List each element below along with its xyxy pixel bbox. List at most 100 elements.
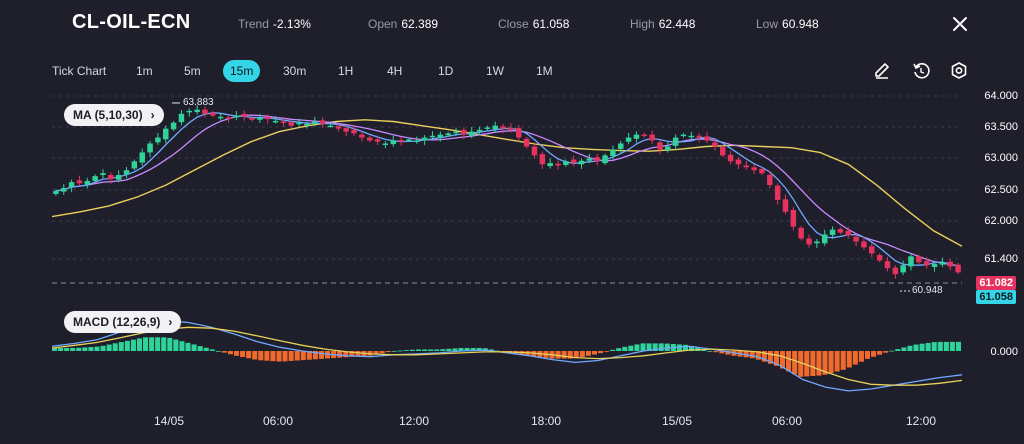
macd-bar [191, 344, 197, 351]
candle-body [500, 126, 506, 129]
macd-bar [846, 351, 852, 368]
candle-body [876, 255, 883, 261]
macd-bar [858, 351, 864, 362]
macd-bar [288, 351, 294, 361]
timeframe-1m[interactable]: 1m [136, 64, 153, 78]
candle-body [916, 256, 922, 263]
macd-bar [464, 347, 470, 351]
candle-body [845, 230, 851, 236]
candle-body [461, 129, 467, 135]
candle-body [555, 163, 561, 166]
close-icon[interactable] [948, 12, 972, 36]
macd-bar [780, 351, 786, 369]
macd-bar [567, 351, 573, 359]
candle-body [453, 131, 459, 134]
candle-body [900, 265, 906, 273]
macd-bar [828, 351, 834, 374]
timeframe-4h[interactable]: 4H [387, 64, 403, 78]
macd-bar [76, 347, 82, 351]
macd-bar [689, 346, 695, 351]
timeframe-1mo[interactable]: 1M [536, 64, 553, 78]
time-tick-1405: 14/05 [154, 414, 185, 428]
macd-bar [864, 351, 870, 359]
tick-chart-button[interactable]: Tick Chart [52, 64, 107, 78]
candle-body [108, 174, 114, 180]
timeframe-1d[interactable]: 1D [438, 64, 454, 78]
macd-bar [428, 349, 434, 351]
macd-bar [682, 344, 688, 351]
timeframe-15m[interactable]: 15m [223, 60, 261, 82]
ma-label: MA [73, 108, 92, 122]
macd-bar [130, 339, 136, 351]
macd-bar [355, 351, 361, 357]
macd-bar [773, 351, 779, 366]
macd-bar [403, 350, 409, 351]
macd-bar [391, 350, 397, 352]
macd-bar [901, 347, 907, 351]
macd-bar [136, 338, 142, 351]
candle-body [955, 264, 961, 273]
candle-body [147, 143, 153, 153]
candle-body [767, 174, 773, 186]
candle-body [751, 167, 757, 171]
candle-body [884, 261, 891, 269]
macd-bar [373, 351, 379, 355]
macd-bar [124, 340, 130, 351]
macd-bar [167, 337, 173, 351]
candle-body [508, 128, 514, 130]
candle-body [178, 113, 185, 123]
ma-params: (5,10,30) [94, 108, 143, 122]
macd-bar [227, 351, 233, 355]
macd-bar [82, 347, 88, 351]
ma-indicator-pill[interactable]: MA (5,10,30) › [64, 104, 164, 126]
replay-icon[interactable] [910, 60, 932, 82]
macd-bar [337, 351, 343, 358]
macd-bar [719, 351, 725, 354]
candle-body [202, 109, 208, 114]
macd-bar [179, 341, 185, 351]
close-label: Close [498, 17, 529, 31]
macd-bar [173, 339, 179, 351]
macd-bar [52, 347, 58, 351]
pencil-icon[interactable] [871, 60, 893, 82]
timeframe-30m[interactable]: 30m [283, 64, 307, 78]
candle-body [429, 135, 436, 138]
macd-bar [258, 351, 264, 361]
candle-body [163, 128, 169, 140]
candle-body [194, 109, 200, 113]
price-tick-64000: 64.000 [984, 90, 1018, 102]
macd-bar [822, 351, 828, 375]
macd-bar [397, 350, 403, 352]
candle-body [602, 155, 608, 164]
candle-body [335, 126, 342, 129]
close-value: 61.058 [532, 17, 570, 31]
candle-body [210, 112, 216, 116]
ma10-line [55, 114, 959, 267]
candle-body [68, 182, 75, 188]
candle-body [719, 147, 726, 156]
macd-bar [409, 349, 415, 351]
time-tick-0600-a: 06:00 [263, 414, 294, 428]
timeframe-5m[interactable]: 5m [184, 64, 201, 78]
candle-body [304, 123, 310, 126]
macd-bar [440, 349, 446, 351]
candle-body [296, 122, 302, 125]
candle-body [61, 188, 67, 192]
timeframe-1h[interactable]: 1H [338, 64, 354, 78]
low-label: Low [756, 17, 779, 31]
settings-icon[interactable] [948, 60, 970, 82]
candle-body [829, 229, 836, 235]
macd-indicator-pill[interactable]: MACD (12,26,9) › [64, 311, 182, 333]
macd-bar [871, 351, 877, 357]
candle-body [837, 229, 844, 233]
macd-bar [889, 350, 895, 352]
macd-bar [118, 342, 124, 351]
macd-bar [749, 351, 755, 359]
candle-body [100, 173, 106, 175]
timeframe-1w[interactable]: 1W [486, 64, 504, 78]
candle-body [539, 154, 546, 165]
candle-body [578, 160, 585, 165]
macd-bar [598, 351, 604, 354]
ma30-path [51, 119, 963, 247]
